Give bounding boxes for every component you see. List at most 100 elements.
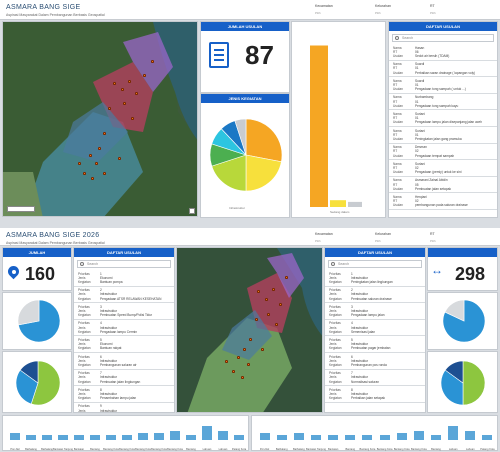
list-item-field: Usulan Pengadaan (pemiy) untuk ke sini [393,170,493,174]
category-pie[interactable] [209,118,283,192]
region-bar[interactable] [276,435,287,440]
list-item[interactable]: Nama Suardi RT 01 Usulan Pengadaan tong sampa… [389,77,497,94]
region-bar[interactable] [465,430,476,440]
region-bar[interactable] [482,435,493,440]
list-item[interactable]: Prioritas 5 Jenis Ekonomi Kegiatan Bantuan ra… [74,336,174,354]
list-item[interactable]: Prioritas9JenisInfrastrukturKegiatanPemb… [74,403,174,413]
region-bar[interactable] [154,433,164,440]
proposal-list-3[interactable]: Prioritas 1 Jenis Infrastruktur Kegiatan Peni… [325,270,425,413]
region-bar[interactable] [106,435,116,440]
list-item[interactable]: Prioritas 2 Jenis Infrastruktur Kegiatan Peng… [74,287,174,304]
region-bar[interactable] [431,435,441,440]
region-bar[interactable] [90,435,100,440]
list-item[interactable]: Prioritas 7 Jenis Infrastruktur Kegiatan Pemb… [74,370,174,387]
list-item[interactable]: Prioritas 5 Jenis Infrastruktur Kegiatan Pemb… [325,336,425,354]
category-title: JENIS KEGIATAN [201,94,289,103]
list-item[interactable]: Prioritas 4 Jenis Infrastruktur Kegiatan Peng… [74,320,174,337]
status-bar[interactable] [310,45,328,208]
list-item[interactable]: Prioritas 1 Jenis Infrastruktur Kegiatan Peni… [325,270,425,287]
filter-kecamatan[interactable]: Kecamatan Pilih [315,4,333,15]
map-view-1[interactable] [2,21,198,217]
list-item[interactable]: Prioritas 7 Jenis Infrastruktur Kegiatan Norm… [325,370,425,387]
status-bar[interactable] [330,200,346,207]
list-item[interactable]: Nama Suriani RT 02 Usulan Pengadaan (pemiy) u… [389,160,497,177]
list-item[interactable]: Nama Hasan RT 06 Usulan Sedot air bersih (TDA… [389,44,497,61]
filter-kelurahan[interactable]: Kelurahan Pilih [375,4,391,15]
list-3-search[interactable]: Search [328,260,422,268]
map-view-2[interactable] [176,247,323,413]
region-bar[interactable] [218,430,228,440]
field-value: Pembangunan pos ronda [351,362,387,367]
region-bar[interactable] [362,435,373,440]
region-bar[interactable] [42,435,52,440]
pie-slice[interactable] [245,154,282,192]
region-bar[interactable] [58,435,68,440]
filter-label: Kelurahan [375,232,391,236]
left-pie-b[interactable] [15,360,61,406]
list-item[interactable]: Nama Nurbambang RT 01 Usulan Pengadaan tong s… [389,94,497,111]
list-item[interactable]: Nama Desman RT 02 Usulan Pengadaan tempat sam… [389,144,497,161]
pie-slice[interactable] [440,369,464,406]
region-bar[interactable] [170,430,180,440]
list-item[interactable]: Nama Suriani RT 01 Usulan Peningkatan jalan g… [389,127,497,144]
filter-kelurahan-2[interactable]: Kelurahan Pilih [375,232,391,243]
region-bar[interactable] [396,433,407,440]
proposal-list[interactable]: Nama Hasan RT 06 Usulan Sedot air bersih (TDA… [389,44,497,218]
pie-slice[interactable] [15,369,39,405]
list-item[interactable]: Prioritas 3 Jenis Infrastruktur Kegiatan Peng… [325,303,425,320]
filter-kecamatan-2[interactable]: Kecamatan Pilih [315,232,333,243]
list-item[interactable]: Prioritas 1 Jenis Ekonomi Kegiatan Bantuan po… [74,270,174,287]
region-bar[interactable] [293,433,304,440]
right-bar-chart[interactable]: Pon-Nel Bathalang Bathalang Bantaian Tanjun… [252,416,499,452]
left-bar-chart[interactable]: Pon-Nel Bathalang Bathalang Bantaian Tanjun… [3,416,250,452]
list-item[interactable]: Nama Asmarani Zainal Abidin RT 05 Usulan Pemb… [389,177,497,194]
region-bar[interactable] [311,435,321,440]
list-2-search[interactable]: Search [77,260,171,268]
list-item[interactable]: Nama Suardi RT 01 Usulan Perbaikan saran drai… [389,61,497,78]
list-search[interactable]: Search [392,34,494,42]
pie-slice[interactable] [17,299,40,326]
list-item[interactable]: Nama Suriani RT 01 Usulan Pengadaan lampu jal… [389,110,497,128]
list-item[interactable]: Prioritas 3 Jenis Infrastruktur Kegiatan Pemb… [74,303,174,320]
region-bar[interactable] [138,433,148,440]
region-bar[interactable] [328,435,339,440]
list-item[interactable]: Prioritas 8 Jenis Infrastruktur Kegiatan Perb… [325,386,425,403]
region-bar[interactable] [234,435,244,440]
pie-slice[interactable] [444,360,464,384]
region-bar[interactable] [10,433,20,440]
filter-rt-2[interactable]: RT Pilih [430,232,436,243]
left-pie-a[interactable] [17,299,61,343]
status-bar-chart[interactable] [292,22,387,219]
region-bar[interactable] [448,426,459,440]
proposal-list-2[interactable]: Prioritas 1 Jenis Ekonomi Kegiatan Bantuan po… [74,270,174,413]
pie-slice[interactable] [245,118,283,163]
filter-rt[interactable]: RT Pilih [430,4,436,15]
right-pie-b[interactable] [440,360,486,406]
pie-slice[interactable] [19,360,39,384]
pie-slice[interactable] [462,360,486,406]
list-item[interactable]: Prioritas 6 Jenis Infrastruktur Kegiatan Pemb… [325,353,425,370]
list-item[interactable]: Prioritas 2 Jenis Infrastruktur Kegiatan Pemb… [325,287,425,304]
pie-slice[interactable] [30,360,61,406]
region-bar[interactable] [74,435,84,440]
list-item[interactable]: Prioritas 4 Jenis Infrastruktur Kegiatan Seme… [325,320,425,337]
region-bar[interactable] [379,435,390,440]
region-bar[interactable] [26,435,36,440]
status-bar[interactable] [348,201,362,207]
region-bar[interactable] [259,433,270,440]
zoom-control[interactable] [189,208,195,214]
region-bar[interactable] [345,435,356,440]
list-item-field: Kegiatan Pembuatan jalan lingkungan [78,380,170,384]
region-bar[interactable] [186,435,196,440]
region-bar[interactable] [202,426,212,440]
region-bar[interactable] [413,430,424,440]
region-bar[interactable] [122,435,132,440]
list-item[interactable]: Prioritas 8 Jenis Infrastruktur Kegiatan Pena… [74,386,174,403]
list-item[interactable]: Prioritas 6 Jenis Infrastruktur Kegiatan Pemb… [74,353,174,370]
pie-slice[interactable] [211,154,247,192]
pie-slice[interactable] [444,299,465,322]
list-item[interactable]: Nama Herqiani RT 02 Usulan pembangunan pada s… [389,193,497,211]
pie-slice[interactable] [234,118,247,156]
right-pie-a[interactable] [442,299,486,343]
region-bar-label: Labuan [448,448,458,451]
